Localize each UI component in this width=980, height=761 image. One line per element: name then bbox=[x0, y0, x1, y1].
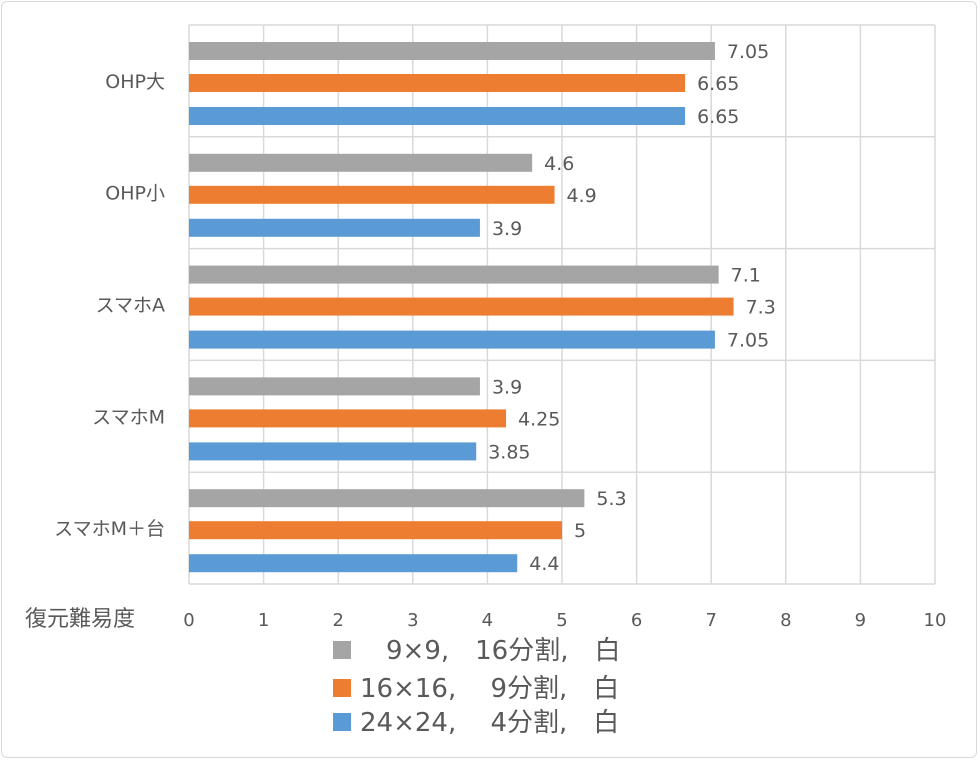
bar bbox=[189, 153, 533, 172]
x-tick-label: 4 bbox=[482, 610, 493, 631]
legend-swatch bbox=[333, 679, 351, 697]
bar bbox=[189, 489, 585, 508]
category-label: スマホM＋台 bbox=[54, 518, 165, 540]
x-tick-label: 3 bbox=[407, 610, 418, 631]
data-label: 4.4 bbox=[529, 553, 559, 575]
bar bbox=[189, 554, 518, 573]
data-label: 6.65 bbox=[697, 73, 739, 95]
bar bbox=[189, 330, 715, 349]
category-label: OHP大 bbox=[105, 71, 165, 93]
legend-swatch bbox=[333, 641, 351, 659]
data-label: 3.85 bbox=[488, 441, 530, 463]
bar bbox=[189, 42, 715, 60]
category-label: スマホA bbox=[96, 295, 165, 317]
data-label: 7.05 bbox=[727, 41, 769, 63]
legend-swatch bbox=[333, 713, 351, 731]
category-label: スマホM bbox=[92, 406, 165, 428]
bar bbox=[189, 297, 734, 316]
data-label: 7.3 bbox=[746, 297, 776, 319]
data-label: 6.65 bbox=[697, 106, 739, 128]
x-tick-label: 7 bbox=[705, 610, 716, 631]
data-label: 4.6 bbox=[544, 153, 574, 175]
x-tick-label: 5 bbox=[556, 610, 567, 631]
data-label: 4.25 bbox=[518, 408, 560, 430]
bar bbox=[189, 185, 555, 204]
data-label: 3.9 bbox=[492, 376, 522, 398]
x-axis-title: 復元難易度 bbox=[25, 607, 135, 632]
bar bbox=[189, 74, 686, 92]
legend-label: 9×9, 16分割, 白 bbox=[360, 636, 620, 666]
x-tick-label: 1 bbox=[258, 610, 269, 631]
data-label: 7.1 bbox=[731, 265, 761, 287]
x-tick-label: 10 bbox=[924, 610, 947, 631]
data-label: 5 bbox=[574, 520, 586, 542]
x-tick-label: 0 bbox=[183, 610, 194, 631]
data-label: 3.9 bbox=[492, 218, 522, 240]
x-tick-label: 8 bbox=[780, 610, 791, 631]
x-tick-label: 6 bbox=[631, 610, 642, 631]
legend-label: 24×24, 4分割, 白 bbox=[360, 708, 619, 738]
bar bbox=[189, 107, 686, 125]
bar bbox=[189, 218, 480, 237]
x-tick-label: 2 bbox=[332, 610, 343, 631]
data-label: 7.05 bbox=[727, 330, 769, 352]
category-label: OHP小 bbox=[105, 183, 165, 205]
bar bbox=[189, 521, 562, 540]
data-label: 4.9 bbox=[567, 185, 597, 207]
bar bbox=[189, 409, 507, 428]
data-label: 5.3 bbox=[596, 488, 626, 510]
x-tick-label: 9 bbox=[855, 610, 866, 631]
bar bbox=[189, 442, 477, 461]
bar bbox=[189, 265, 719, 284]
bar bbox=[189, 377, 480, 396]
legend-label: 16×16, 9分割, 白 bbox=[360, 674, 619, 704]
